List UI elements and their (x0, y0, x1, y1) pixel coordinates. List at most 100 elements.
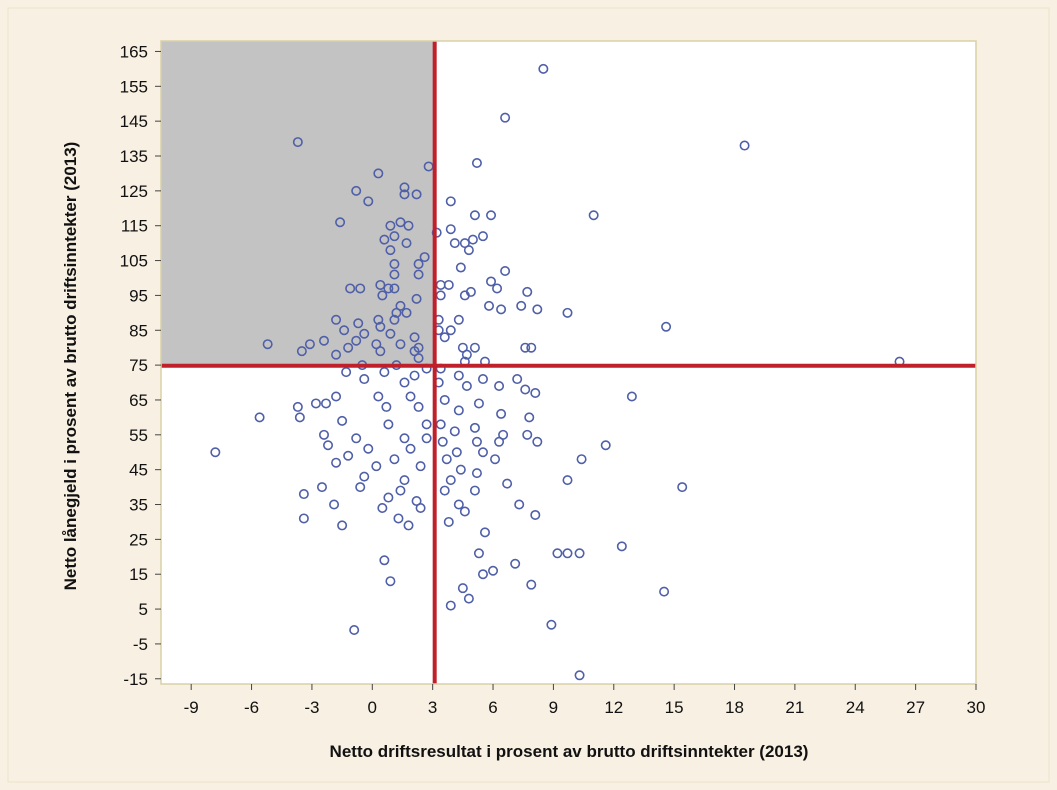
data-point (453, 499, 464, 510)
data-point (403, 520, 414, 531)
data-point (449, 238, 460, 249)
y-tick-label: 55 (129, 426, 148, 445)
data-point (626, 391, 637, 402)
x-tick-label: 30 (967, 698, 986, 717)
data-point (405, 443, 416, 454)
data-point (461, 349, 472, 360)
chart-frame (7, 7, 1050, 783)
data-point (318, 335, 329, 346)
data-point (530, 387, 541, 398)
data-point (331, 457, 342, 468)
data-point (363, 196, 374, 207)
data-point (389, 231, 400, 242)
data-point (512, 374, 523, 385)
data-point (526, 579, 537, 590)
data-point (399, 182, 410, 193)
data-point (538, 63, 549, 74)
data-point (600, 440, 611, 451)
data-point (399, 189, 410, 200)
data-point (659, 586, 670, 597)
x-tick-label: 12 (604, 698, 623, 717)
data-point (445, 196, 456, 207)
data-point (385, 576, 396, 587)
data-point (453, 405, 464, 416)
data-point (335, 217, 346, 228)
data-point (524, 412, 535, 423)
x-tick-label: 6 (488, 698, 497, 717)
y-tick-label: 65 (129, 391, 148, 410)
data-point (477, 569, 488, 580)
data-point (292, 137, 303, 148)
x-tick-label: -6 (244, 698, 259, 717)
data-point (331, 391, 342, 402)
plot-border (160, 40, 977, 685)
data-point (616, 541, 627, 552)
data-point (373, 314, 384, 325)
data-point (488, 565, 499, 576)
data-point (294, 412, 305, 423)
data-point (455, 262, 466, 273)
data-point (415, 503, 426, 514)
data-point (445, 325, 456, 336)
data-point (343, 342, 354, 353)
data-point (457, 583, 468, 594)
y-tick-label: 45 (129, 461, 148, 480)
data-point (395, 217, 406, 228)
y-tick-label: 85 (129, 321, 148, 340)
data-point (479, 527, 490, 538)
data-point (377, 503, 388, 514)
y-tick-label: 95 (129, 286, 148, 305)
data-point (296, 346, 307, 357)
data-point (500, 112, 511, 123)
y-tick-label: 25 (129, 530, 148, 549)
data-point (389, 314, 400, 325)
y-tick-label: 155 (120, 77, 148, 96)
data-point (413, 259, 424, 270)
data-point (318, 429, 329, 440)
data-point (353, 318, 364, 329)
data-point (254, 412, 265, 423)
y-axis: -15 -5 5 15 25 35 45 55 65 75 85 95 105 115 125 135 145 1… (120, 42, 161, 689)
data-point (389, 269, 400, 280)
data-point (401, 238, 412, 249)
x-axis-title: Netto driftsresultat i prosent av brutto… (330, 742, 809, 761)
data-point (463, 593, 474, 604)
data-point (502, 478, 513, 489)
y-tick-label: -5 (133, 635, 148, 654)
data-point (359, 328, 370, 339)
data-point (500, 266, 511, 277)
data-point (471, 436, 482, 447)
data-point (574, 548, 585, 559)
data-point (516, 300, 527, 311)
data-point (574, 670, 585, 681)
x-tick-label: 3 (428, 698, 437, 717)
data-point (443, 516, 454, 527)
y-tick-label: 75 (129, 356, 148, 375)
data-point (413, 401, 424, 412)
data-point (395, 339, 406, 350)
data-point (375, 321, 386, 332)
data-point (379, 367, 390, 378)
data-point (522, 429, 533, 440)
data-point (469, 422, 480, 433)
data-point (383, 419, 394, 430)
data-point (455, 464, 466, 475)
data-point (385, 328, 396, 339)
data-point (413, 353, 424, 364)
data-point (411, 189, 422, 200)
data-point (477, 231, 488, 242)
data-point (389, 283, 400, 294)
data-point (405, 391, 416, 402)
data-point (415, 461, 426, 472)
data-point (341, 367, 352, 378)
data-point (546, 619, 557, 630)
data-point (351, 185, 362, 196)
data-point (373, 391, 384, 402)
y-tick-label: 5 (139, 600, 148, 619)
data-point (486, 210, 497, 221)
data-point (486, 276, 497, 287)
x-tick-label: 21 (785, 698, 804, 717)
data-point (343, 450, 354, 461)
data-point (463, 245, 474, 256)
data-point (439, 485, 450, 496)
